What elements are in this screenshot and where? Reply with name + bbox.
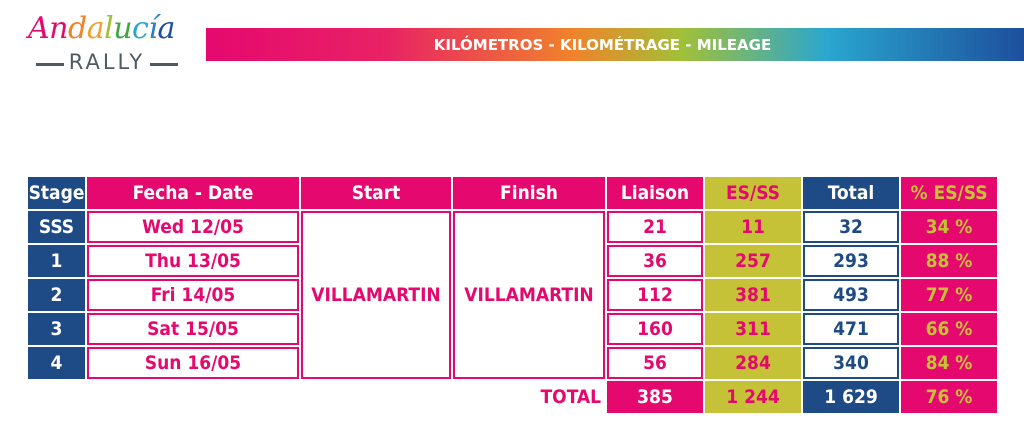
logo-rule-right xyxy=(150,63,178,66)
mileage-banner: KILÓMETROS - KILOMÉTRAGE - MILEAGE xyxy=(206,28,1024,61)
liaison-cell: 112 xyxy=(607,279,703,311)
date-cell: Thu 13/05 xyxy=(87,245,299,277)
total-cell: 471 xyxy=(803,313,899,345)
totals-esss: 1 244 xyxy=(705,381,801,413)
stage-cell: 2 xyxy=(28,279,85,311)
table-header-row: Stage Fecha - Date Start Finish Liaison … xyxy=(28,177,997,209)
date-cell: Sun 16/05 xyxy=(87,347,299,379)
finish-location: VILLAMARTIN xyxy=(453,211,605,379)
banner-title: KILÓMETROS - KILOMÉTRAGE - MILEAGE xyxy=(433,35,772,54)
liaison-cell: 21 xyxy=(607,211,703,243)
esss-cell: 311 xyxy=(705,313,801,345)
mileage-table: Stage Fecha - Date Start Finish Liaison … xyxy=(26,175,999,415)
date-cell: Sat 15/05 xyxy=(87,313,299,345)
stage-cell: 3 xyxy=(28,313,85,345)
table-row: SSS Wed 12/05 VILLAMARTIN VILLAMARTIN 21… xyxy=(28,211,997,379)
logo-subtitle: RALLY xyxy=(68,50,146,74)
pct-cell: 34 % xyxy=(901,211,997,243)
total-cell: 32 xyxy=(803,211,899,243)
totals-pct: 76 % xyxy=(901,381,997,413)
start-location: VILLAMARTIN xyxy=(301,211,451,379)
stage-cell: 4 xyxy=(28,347,85,379)
esss-cell: 11 xyxy=(705,211,801,243)
liaison-cell: 56 xyxy=(607,347,703,379)
totals-row: TOTAL 385 1 244 1 629 76 % xyxy=(28,381,997,413)
header-start: Start xyxy=(301,177,451,209)
table-row: 2 Fri 14/05 112 381 493 77 % xyxy=(28,279,997,311)
table-row: 4 Sun 16/05 56 284 340 84 % xyxy=(28,347,997,379)
logo-wordmark: Andalucía xyxy=(28,11,175,46)
totals-label: TOTAL xyxy=(540,386,602,408)
total-cell: 293 xyxy=(803,245,899,277)
header-date: Fecha - Date xyxy=(87,177,299,209)
table-row: 1 Thu 13/05 36 257 293 88 % xyxy=(28,245,997,277)
date-cell: Wed 12/05 xyxy=(87,211,299,243)
liaison-cell: 160 xyxy=(607,313,703,345)
totals-spacer xyxy=(301,381,451,413)
total-cell: 340 xyxy=(803,347,899,379)
pct-cell: 77 % xyxy=(901,279,997,311)
stage-cell: SSS xyxy=(28,211,85,243)
andalucia-rally-logo: Andalucía RALLY xyxy=(22,10,192,78)
liaison-cell: 36 xyxy=(607,245,703,277)
pct-cell: 84 % xyxy=(901,347,997,379)
header-liaison: Liaison xyxy=(607,177,703,209)
total-cell: 493 xyxy=(803,279,899,311)
totals-spacer xyxy=(87,381,299,413)
esss-cell: 381 xyxy=(705,279,801,311)
header-total: Total xyxy=(803,177,899,209)
date-cell: Fri 14/05 xyxy=(87,279,299,311)
pct-cell: 88 % xyxy=(901,245,997,277)
header-pct: % ES/SS xyxy=(901,177,997,209)
logo-rule-left xyxy=(36,63,64,66)
esss-cell: 257 xyxy=(705,245,801,277)
table-row: 3 Sat 15/05 160 311 471 66 % xyxy=(28,313,997,345)
totals-spacer xyxy=(28,381,85,413)
totals-total: 1 629 xyxy=(803,381,899,413)
stage-cell: 1 xyxy=(28,245,85,277)
header-esss: ES/SS xyxy=(705,177,801,209)
header-finish: Finish xyxy=(453,177,605,209)
header-stage: Stage xyxy=(28,177,85,209)
pct-cell: 66 % xyxy=(901,313,997,345)
esss-cell: 284 xyxy=(705,347,801,379)
totals-liaison: 385 xyxy=(607,381,703,413)
